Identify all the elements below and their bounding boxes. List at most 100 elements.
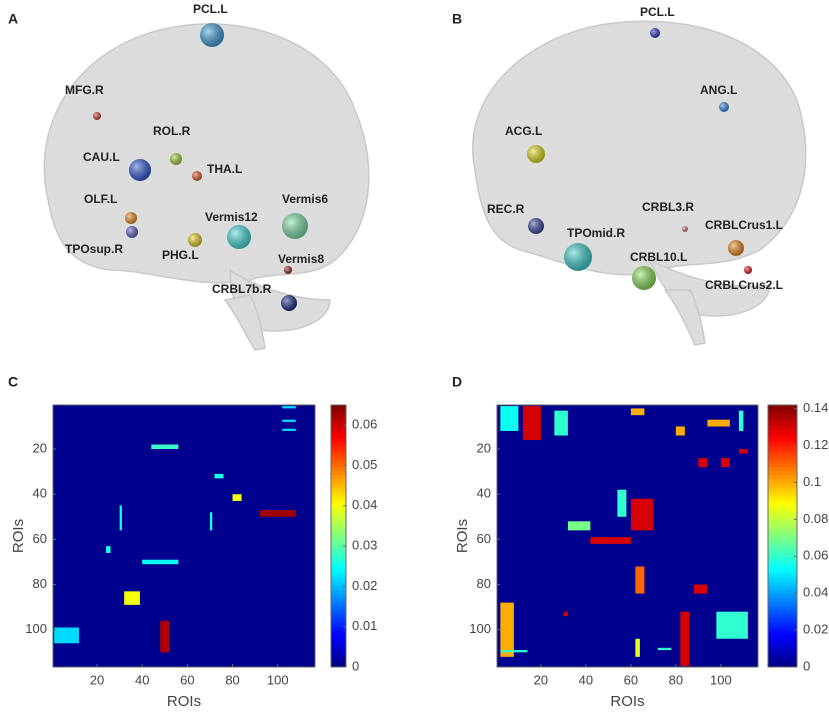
colorbar-step	[768, 499, 797, 504]
colorbar-step	[768, 650, 797, 656]
heatmap-cell	[675, 426, 685, 436]
colorbar-step	[331, 531, 346, 537]
colorbar-step	[331, 572, 346, 578]
node-label: CRBL3.R	[642, 200, 694, 214]
colorbar-step	[768, 413, 797, 418]
y-tick-label: 40	[33, 486, 47, 501]
colorbar-step	[331, 548, 346, 553]
colorbar-step	[331, 568, 346, 574]
colorbar-step	[768, 609, 797, 615]
colorbar-tick-label: 0.02	[803, 622, 828, 637]
colorbar-step	[331, 421, 346, 426]
brain-node-shade	[281, 295, 297, 311]
heatmap-cell	[698, 458, 708, 468]
colorbar-step	[768, 511, 797, 517]
heatmap-cell	[209, 512, 213, 531]
colorbar-step	[768, 540, 797, 545]
colorbar-step	[331, 437, 346, 443]
y-tick-label: 80	[33, 576, 47, 591]
colorbar-step	[331, 470, 346, 476]
colorbar-step	[331, 650, 346, 656]
heatmap-cell	[563, 611, 568, 617]
heatmap-cell	[124, 591, 140, 605]
colorbar-step	[768, 626, 797, 631]
node-label: ANG.L	[700, 83, 737, 97]
x-tick-label: 40	[135, 672, 149, 687]
colorbar-step	[768, 482, 797, 488]
colorbar-tick-label: 0	[803, 658, 810, 673]
colorbar-step	[768, 490, 797, 496]
x-axis-title: ROIs	[167, 693, 201, 710]
colorbar-frame	[767, 404, 798, 668]
heatmap-cell	[500, 650, 528, 653]
colorbar-step	[331, 527, 346, 533]
colorbar-step	[768, 658, 797, 664]
colorbar-step	[331, 560, 346, 566]
colorbar-step	[331, 617, 346, 623]
heatmap-cell	[635, 566, 645, 594]
node-label: ROL.R	[153, 124, 191, 138]
heatmap-cell	[716, 611, 748, 639]
colorbar-step	[768, 646, 797, 652]
colorbar-tick-label: 0.01	[352, 618, 377, 633]
brain-b	[472, 20, 807, 346]
node-label: MFG.R	[65, 83, 104, 97]
colorbar-step	[331, 589, 346, 594]
colorbar-step	[768, 585, 797, 590]
colorbar-tick-label: 0.03	[352, 538, 377, 553]
brain-node-shade	[93, 112, 101, 120]
colorbar-step	[331, 552, 346, 557]
node-label: ACG.L	[505, 124, 542, 138]
colorbar-tick-label: 0.14	[803, 400, 828, 415]
colorbar-step	[768, 507, 797, 512]
colorbar-step	[768, 630, 797, 635]
brain-node-shade	[528, 218, 544, 234]
colorbar-step	[768, 634, 797, 639]
heatmap-cell	[720, 458, 730, 468]
heatmap-cell	[567, 521, 591, 531]
axes-frame	[496, 404, 759, 668]
brain-node-shade	[682, 226, 688, 232]
heatmap-cell	[160, 620, 170, 653]
colorbar-step	[768, 405, 797, 410]
heatmap-background	[53, 405, 315, 667]
colorbar-step	[331, 601, 346, 607]
heatmap-panel: D 20 40 60 80 100 20 40 60 80 100 ROIs ROIs 0 0.02 0.04…	[452, 374, 828, 710]
brain-node-shade	[728, 240, 744, 256]
brain-node-shade	[650, 28, 660, 38]
colorbar-step	[768, 503, 797, 508]
colorbar-step	[331, 585, 346, 590]
colorbar-step	[768, 466, 797, 471]
colorbar-step	[331, 556, 346, 562]
axes-frame	[52, 404, 316, 668]
colorbar-step	[331, 605, 346, 611]
colorbar-step	[768, 581, 797, 586]
colorbar-step	[768, 654, 797, 660]
heatmap-cell	[554, 410, 568, 436]
brain-node-shade	[129, 159, 151, 181]
colorbar-step	[768, 450, 797, 455]
colorbar-tick-label: 0.05	[352, 457, 377, 472]
brain-node-shade	[564, 243, 592, 271]
colorbar-step	[768, 556, 797, 562]
heatmap-background	[497, 405, 758, 667]
colorbar-step	[331, 564, 346, 570]
colorbar-tick-label: 0.04	[803, 585, 828, 600]
colorbar-step	[331, 654, 346, 660]
colorbar-step	[331, 593, 346, 598]
colorbar-step	[331, 429, 346, 435]
colorbar-step	[331, 597, 346, 602]
colorbar-step	[331, 638, 346, 643]
colorbar-step	[768, 433, 797, 439]
colorbar-step	[331, 499, 346, 504]
heatmap-cell	[282, 406, 296, 409]
x-tick-label: 80	[669, 672, 683, 687]
heatmap-cell	[259, 510, 296, 517]
x-tick-label: 40	[579, 672, 593, 687]
colorbar-step	[331, 490, 346, 496]
colorbar-step	[768, 568, 797, 574]
heatmap-cell	[232, 494, 242, 501]
colorbar-step	[768, 589, 797, 594]
y-tick-label: 60	[477, 531, 491, 546]
colorbar-step	[331, 413, 346, 418]
